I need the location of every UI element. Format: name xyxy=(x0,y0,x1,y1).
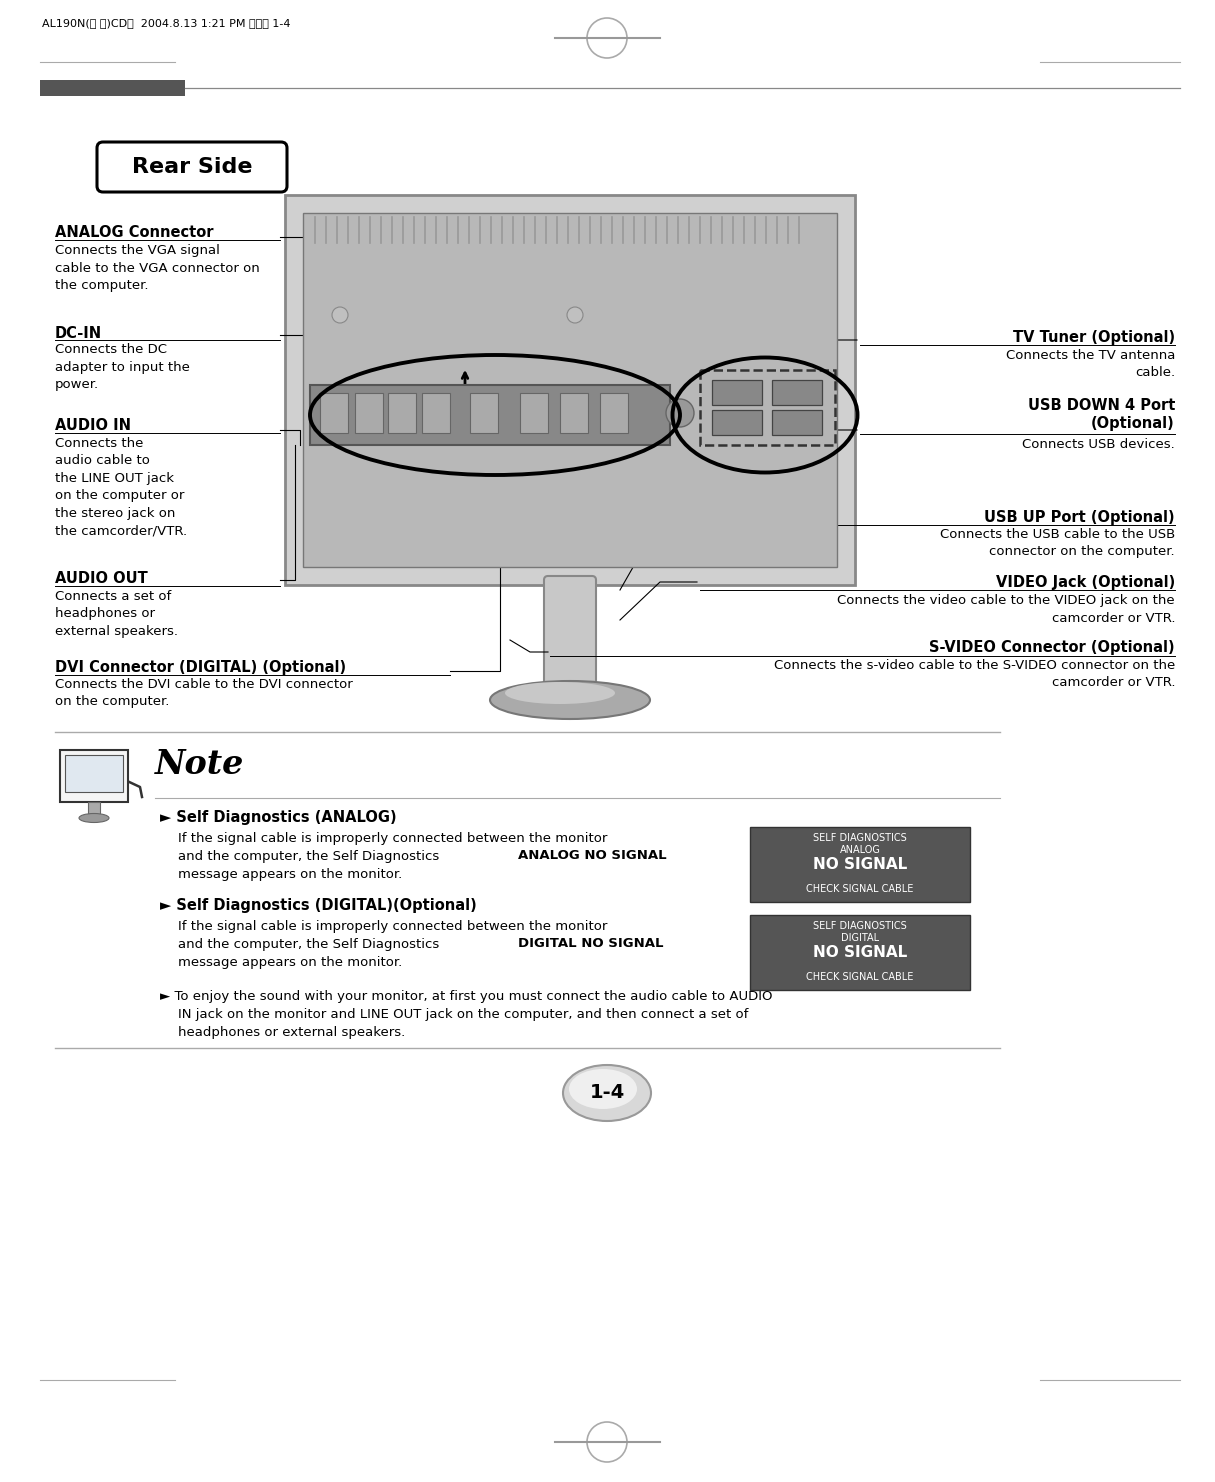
Text: IN jack on the monitor and LINE OUT jack on the computer, and then connect a set: IN jack on the monitor and LINE OUT jack… xyxy=(179,1008,748,1021)
Text: CHECK SIGNAL CABLE: CHECK SIGNAL CABLE xyxy=(807,883,914,894)
Bar xyxy=(303,213,837,568)
Bar xyxy=(712,379,762,405)
Text: ANALOG: ANALOG xyxy=(840,845,881,855)
Ellipse shape xyxy=(569,1069,637,1109)
Text: Connects the DVI cable to the DVI connector
on the computer.: Connects the DVI cable to the DVI connec… xyxy=(55,677,352,708)
Circle shape xyxy=(332,307,347,323)
Text: SELF DIAGNOSTICS: SELF DIAGNOSTICS xyxy=(813,920,906,931)
Text: SELF DIAGNOSTICS: SELF DIAGNOSTICS xyxy=(813,833,906,843)
Text: If the signal cable is improperly connected between the monitor
and the computer: If the signal cable is improperly connec… xyxy=(179,920,608,951)
Bar xyxy=(712,411,762,436)
Bar xyxy=(422,393,450,433)
Text: ► To enjoy the sound with your monitor, at first you must connect the audio cabl: ► To enjoy the sound with your monitor, … xyxy=(160,990,773,1003)
Text: USB DOWN 4 Port: USB DOWN 4 Port xyxy=(1028,399,1175,413)
Text: Connects a set of
headphones or
external speakers.: Connects a set of headphones or external… xyxy=(55,590,179,637)
Text: Connects the VGA signal
cable to the VGA connector on
the computer.: Connects the VGA signal cable to the VGA… xyxy=(55,245,260,292)
Ellipse shape xyxy=(505,682,615,704)
Text: Note: Note xyxy=(156,748,244,781)
Text: (Optional): (Optional) xyxy=(1091,416,1175,431)
Text: ANALOG Connector: ANALOG Connector xyxy=(55,225,214,240)
Text: ► Self Diagnostics (ANALOG): ► Self Diagnostics (ANALOG) xyxy=(160,811,396,825)
Text: AUDIO IN: AUDIO IN xyxy=(55,418,131,433)
Text: Connects the
audio cable to
the LINE OUT jack
on the computer or
the stereo jack: Connects the audio cable to the LINE OUT… xyxy=(55,437,187,538)
Text: S-VIDEO Connector (Optional): S-VIDEO Connector (Optional) xyxy=(929,640,1175,655)
Text: DIGITAL NO SIGNAL: DIGITAL NO SIGNAL xyxy=(518,937,663,950)
Text: CHECK SIGNAL CABLE: CHECK SIGNAL CABLE xyxy=(807,972,914,983)
Text: message appears on the monitor.: message appears on the monitor. xyxy=(179,868,402,880)
Ellipse shape xyxy=(79,814,109,823)
Text: USB UP Port (Optional): USB UP Port (Optional) xyxy=(984,510,1175,525)
Bar xyxy=(560,393,588,433)
Bar xyxy=(40,80,185,96)
FancyBboxPatch shape xyxy=(544,576,597,689)
Bar xyxy=(388,393,416,433)
Text: Connects the DC
adapter to input the
power.: Connects the DC adapter to input the pow… xyxy=(55,342,190,391)
Bar xyxy=(600,393,628,433)
Bar xyxy=(64,754,123,791)
Text: Connects USB devices.: Connects USB devices. xyxy=(1022,439,1175,451)
Text: ► Self Diagnostics (DIGITAL)(Optional): ► Self Diagnostics (DIGITAL)(Optional) xyxy=(160,898,476,913)
Text: NO SIGNAL: NO SIGNAL xyxy=(813,857,908,871)
Circle shape xyxy=(567,307,583,323)
FancyBboxPatch shape xyxy=(97,142,287,193)
Text: VIDEO Jack (Optional): VIDEO Jack (Optional) xyxy=(996,575,1175,590)
Text: NO SIGNAL: NO SIGNAL xyxy=(813,946,908,960)
Bar xyxy=(310,385,669,445)
Text: Connects the USB cable to the USB
connector on the computer.: Connects the USB cable to the USB connec… xyxy=(939,528,1175,559)
Text: DC-IN: DC-IN xyxy=(55,326,102,341)
Bar xyxy=(700,370,835,445)
Bar xyxy=(87,802,100,814)
Text: 1-4: 1-4 xyxy=(589,1083,625,1103)
Text: Connects the video cable to the VIDEO jack on the
camcorder or VTR.: Connects the video cable to the VIDEO ja… xyxy=(837,594,1175,624)
Bar xyxy=(286,196,855,585)
Ellipse shape xyxy=(563,1066,651,1120)
Ellipse shape xyxy=(490,682,650,719)
Bar xyxy=(750,914,970,990)
Text: message appears on the monitor.: message appears on the monitor. xyxy=(179,956,402,969)
Text: Connects the TV antenna
cable.: Connects the TV antenna cable. xyxy=(1006,348,1175,379)
Text: If the signal cable is improperly connected between the monitor
and the computer: If the signal cable is improperly connec… xyxy=(179,831,608,863)
Text: Connects the s-video cable to the S-VIDEO connector on the
camcorder or VTR.: Connects the s-video cable to the S-VIDE… xyxy=(774,659,1175,689)
Bar xyxy=(470,393,498,433)
Bar xyxy=(772,379,823,405)
Text: AUDIO OUT: AUDIO OUT xyxy=(55,571,148,585)
Text: Rear Side: Rear Side xyxy=(131,157,253,176)
Bar xyxy=(772,411,823,436)
Bar xyxy=(60,750,128,802)
Bar xyxy=(355,393,383,433)
Bar xyxy=(750,827,970,903)
Text: AL190N(영 어)CD용  2004.8.13 1:21 PM 페이직 1-4: AL190N(영 어)CD용 2004.8.13 1:21 PM 페이직 1-4 xyxy=(43,18,290,28)
Text: TV Tuner (Optional): TV Tuner (Optional) xyxy=(1013,330,1175,345)
Text: DVI Connector (DIGITAL) (Optional): DVI Connector (DIGITAL) (Optional) xyxy=(55,659,346,674)
Text: ANALOG NO SIGNAL: ANALOG NO SIGNAL xyxy=(518,849,667,863)
Bar xyxy=(520,393,548,433)
Bar xyxy=(320,393,347,433)
Text: DIGITAL: DIGITAL xyxy=(841,934,880,943)
Text: headphones or external speakers.: headphones or external speakers. xyxy=(179,1026,406,1039)
Circle shape xyxy=(666,399,694,427)
